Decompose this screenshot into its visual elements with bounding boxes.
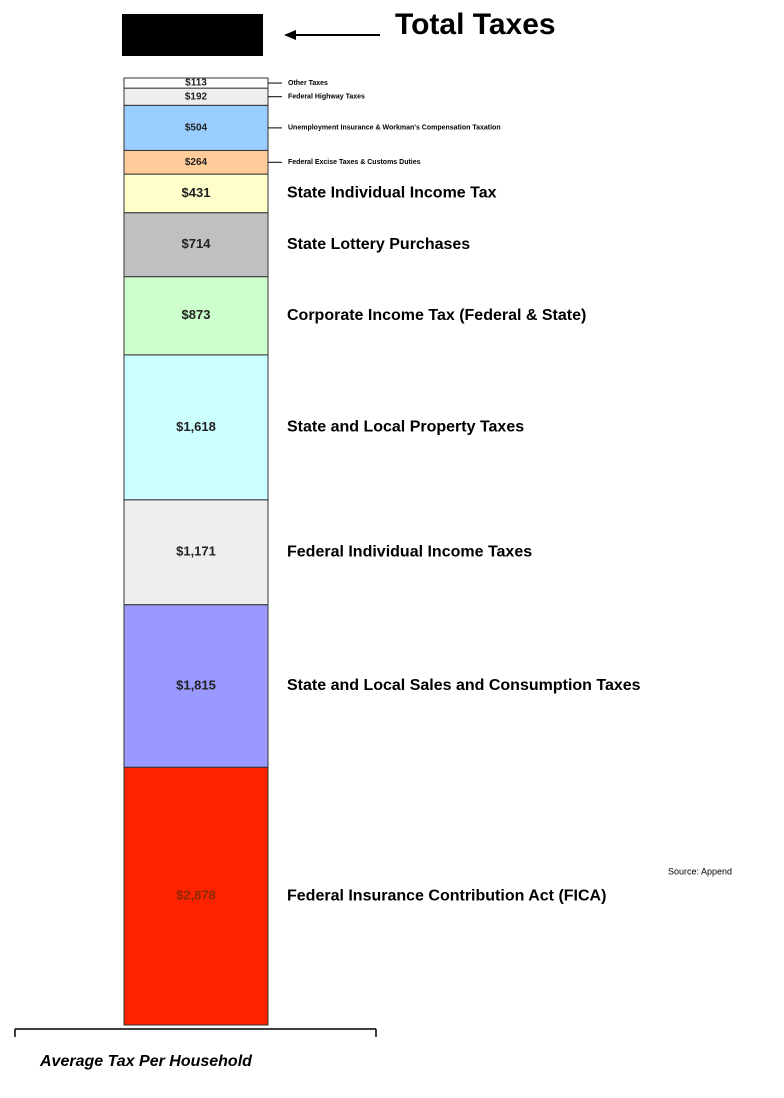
value-label: $113 [185,78,207,89]
value-label: $264 [185,157,208,168]
legend-label: State Lottery Purchases [287,236,470,253]
value-label: $431 [182,185,211,200]
value-label: $873 [182,307,211,322]
legend-label: State Individual Income Tax [287,185,497,202]
bar-segment [123,276,269,356]
legend-label: Federal Excise Taxes & Customs Duties [288,159,421,166]
bar-segment [123,354,269,501]
legend-label: State and Local Property Taxes [287,419,524,436]
value-label: $192 [185,91,208,102]
value-label: $2,878 [176,888,216,903]
value-label: $504 [185,123,208,134]
source-note: Source: Append [668,866,732,876]
legend-label: Federal Insurance Contribution Act (FICA… [287,887,606,904]
bar-segment [123,212,269,278]
value-label: $1,171 [176,544,216,559]
value-label: $1,618 [176,419,216,434]
legend-label: Corporate Income Tax (Federal & State) [287,307,586,324]
value-label: $714 [182,236,212,251]
legend-label: Other Taxes [288,80,328,87]
chart-title: Total Taxes [395,8,556,41]
legend-label: State and Local Sales and Consumption Ta… [287,677,641,694]
value-label: $1,815 [176,677,216,692]
bar-segment [123,766,269,1026]
arrow-head [284,30,296,40]
bar-segment [123,104,269,151]
bar-segment [123,604,269,768]
legend-label: Federal Individual Income Taxes [287,543,532,560]
legend-label: Unemployment Insurance & Workman's Compe… [288,125,501,132]
x-axis-label: Average Tax Per Household [39,1053,253,1070]
legend-label: Federal Highway Taxes [288,94,365,101]
bar-segment [123,499,269,606]
bar-segment [123,173,269,214]
total-box [122,14,263,56]
